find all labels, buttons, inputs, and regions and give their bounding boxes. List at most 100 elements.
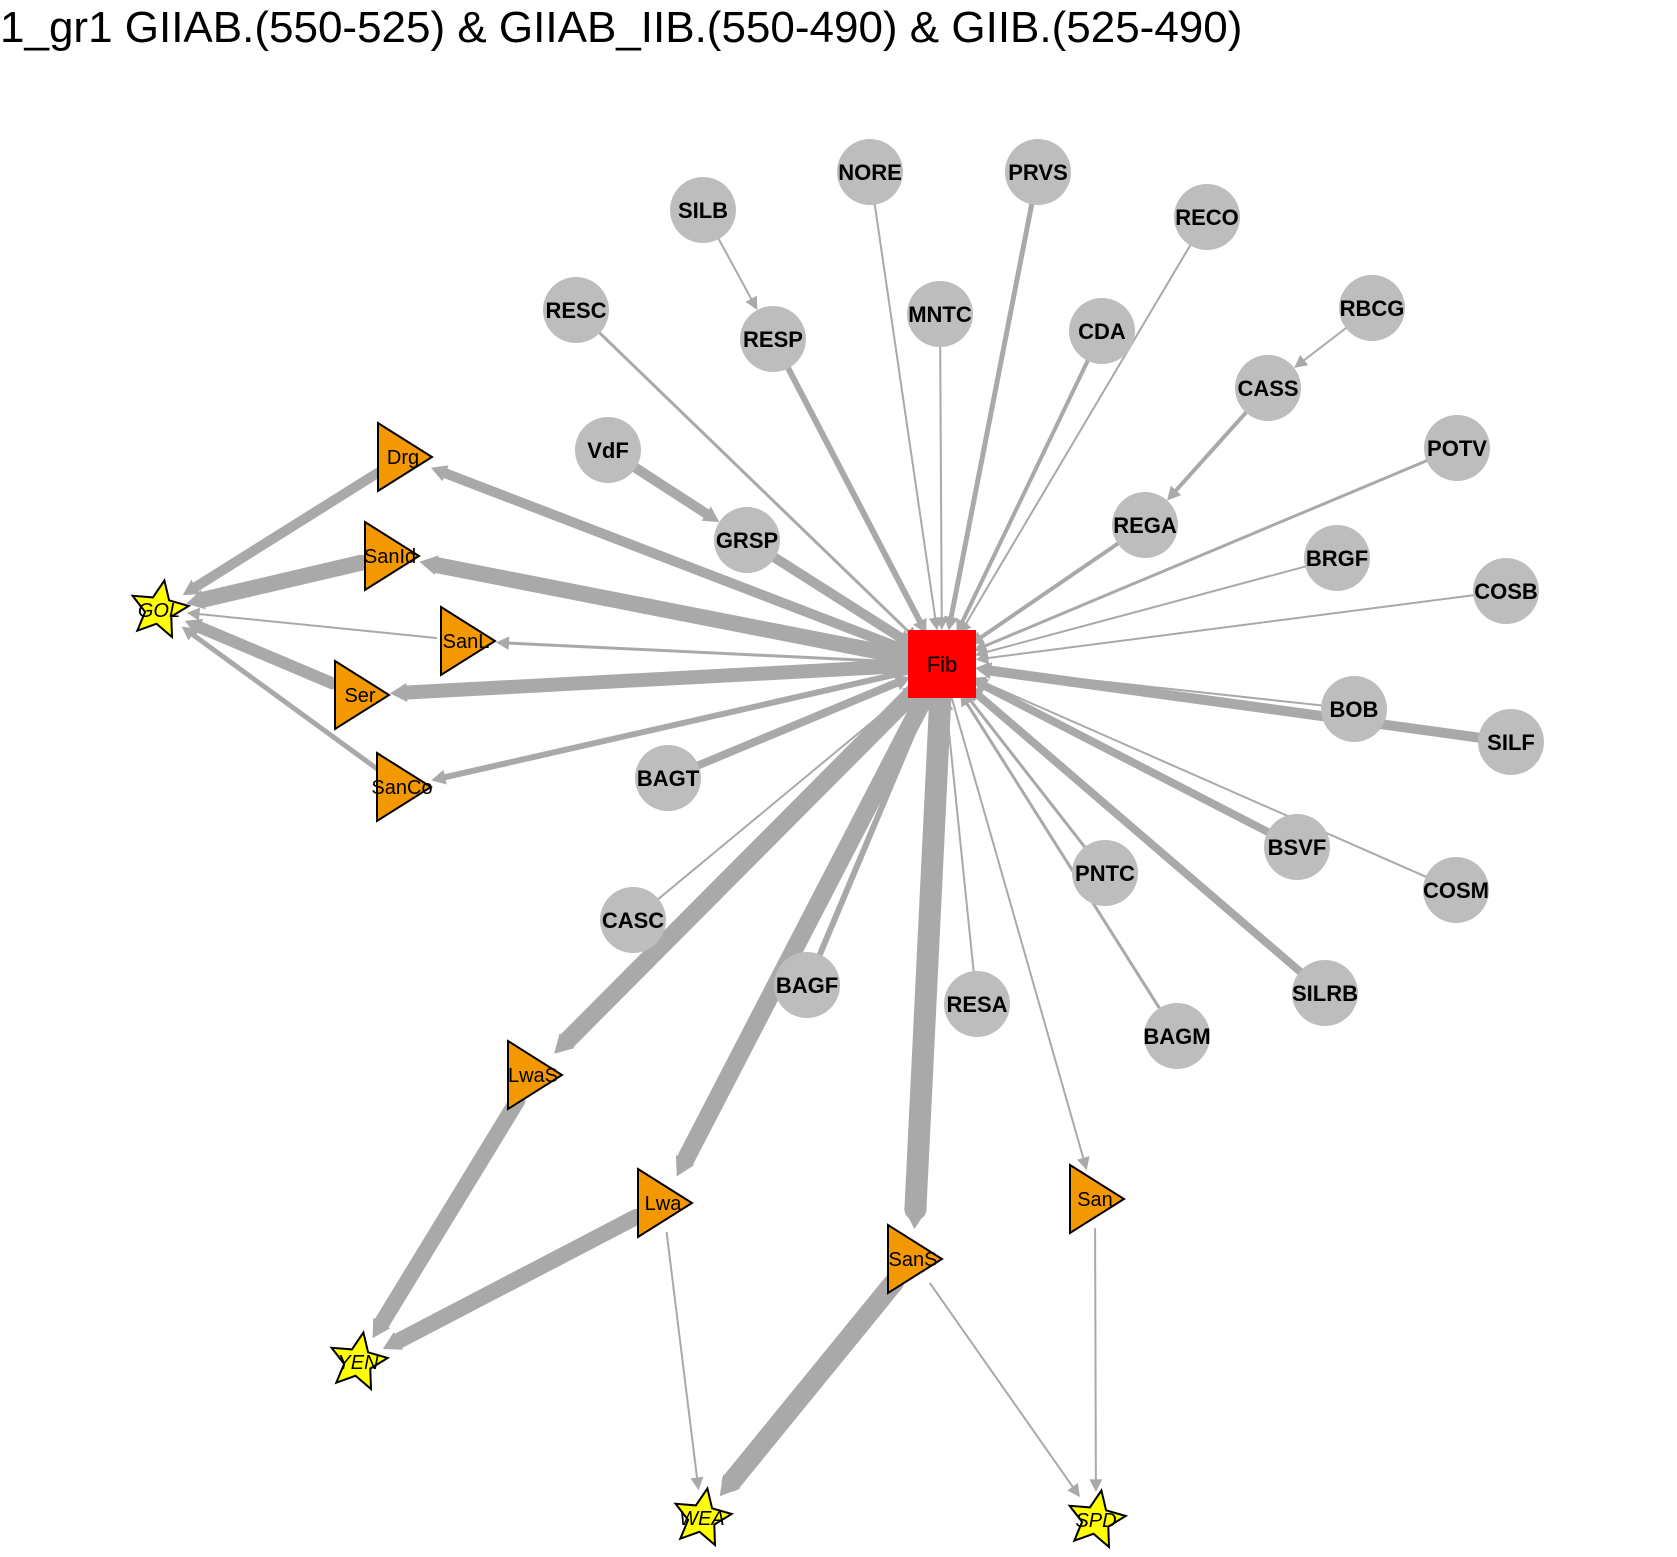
node-label: PRVS bbox=[1008, 160, 1068, 185]
circle-node-shape bbox=[1473, 558, 1539, 624]
circle-node-shape bbox=[1144, 1003, 1210, 1069]
node-ser[interactable]: Ser bbox=[334, 659, 391, 731]
node-label: SILB bbox=[678, 198, 728, 223]
edge-arrowhead bbox=[903, 1208, 927, 1230]
node-sanid[interactable]: SanId bbox=[364, 520, 421, 592]
edge-line bbox=[950, 695, 1085, 1159]
node-bagm[interactable]: BAGM bbox=[1143, 1003, 1211, 1069]
node-gol[interactable]: GOL bbox=[130, 578, 192, 640]
edge-line bbox=[945, 709, 975, 973]
node-wea[interactable]: WEA bbox=[673, 1486, 735, 1548]
node-cosb[interactable]: COSB bbox=[1473, 558, 1539, 624]
circle-node-shape bbox=[635, 745, 701, 811]
node-label: CASC bbox=[602, 908, 664, 933]
edge-arrowhead bbox=[186, 589, 206, 610]
node-reco[interactable]: RECO bbox=[1174, 184, 1240, 250]
edge-line bbox=[987, 594, 1475, 660]
node-prvs[interactable]: PRVS bbox=[1005, 139, 1071, 205]
node-label: SILRB bbox=[1292, 981, 1358, 1006]
edge-nore-to-fib bbox=[873, 203, 942, 631]
node-potv[interactable]: POTV bbox=[1424, 415, 1490, 481]
node-lwas[interactable]: LwaS bbox=[507, 1039, 564, 1111]
node-vdf[interactable]: VdF bbox=[575, 417, 641, 483]
node-label: LwaS bbox=[508, 1065, 558, 1087]
edge-arrowhead bbox=[719, 1474, 741, 1497]
triangle-node-shape bbox=[1069, 1163, 1126, 1235]
star-node-shape bbox=[329, 1330, 391, 1392]
node-drg[interactable]: Drg bbox=[377, 421, 434, 493]
circle-node-shape bbox=[1005, 139, 1071, 205]
node-label: WEA bbox=[679, 1508, 725, 1530]
node-silf[interactable]: SILF bbox=[1478, 709, 1544, 775]
node-label: COSM bbox=[1423, 878, 1489, 903]
node-grsp[interactable]: GRSP bbox=[714, 507, 780, 573]
node-san[interactable]: San bbox=[1069, 1163, 1126, 1235]
node-label: BOB bbox=[1330, 697, 1379, 722]
node-sanco[interactable]: SanCo bbox=[371, 751, 433, 823]
edge-arrowhead bbox=[1067, 1482, 1080, 1498]
edge-line bbox=[969, 699, 1087, 849]
node-bob[interactable]: BOB bbox=[1321, 676, 1387, 742]
edge-cosb-to-fib bbox=[975, 594, 1475, 665]
edge-vdf-to-grsp bbox=[630, 462, 720, 523]
node-cosm[interactable]: COSM bbox=[1423, 857, 1489, 923]
node-label: SanId bbox=[364, 546, 416, 568]
node-mntc[interactable]: MNTC bbox=[907, 281, 973, 347]
node-label: BAGT bbox=[637, 766, 700, 791]
node-yen[interactable]: YEN bbox=[329, 1330, 391, 1392]
edge-bagt-to-fib bbox=[694, 675, 911, 770]
edge-line bbox=[1303, 327, 1347, 362]
node-casc[interactable]: CASC bbox=[600, 887, 666, 953]
edge-line bbox=[983, 681, 1427, 878]
node-bagf[interactable]: BAGF bbox=[774, 952, 840, 1018]
edge-line bbox=[721, 1272, 905, 1492]
edge-arrowhead bbox=[389, 683, 408, 702]
edge-sans-to-wea bbox=[719, 1272, 905, 1497]
edge-fib-to-lwa bbox=[675, 685, 936, 1177]
node-resc[interactable]: RESC bbox=[543, 277, 609, 343]
node-label: BAGM bbox=[1143, 1024, 1210, 1049]
node-fib[interactable]: Fib bbox=[908, 630, 976, 698]
triangle-node-shape bbox=[887, 1223, 944, 1295]
node-label: RESP bbox=[743, 327, 803, 352]
node-label: PNTC bbox=[1075, 861, 1135, 886]
node-label: REGA bbox=[1113, 513, 1177, 538]
edge-arrowhead bbox=[1077, 1156, 1090, 1171]
edge-arrowhead bbox=[181, 626, 198, 641]
star-node-shape bbox=[1067, 1488, 1129, 1550]
edge-fib-to-san bbox=[950, 695, 1090, 1171]
node-label: Fib bbox=[927, 652, 958, 677]
node-silrb[interactable]: SILRB bbox=[1292, 960, 1358, 1026]
node-label: SanCo bbox=[371, 777, 432, 799]
node-resp[interactable]: RESP bbox=[740, 306, 806, 372]
circle-node-shape bbox=[944, 971, 1010, 1037]
node-bsvf[interactable]: BSVF bbox=[1264, 814, 1330, 880]
edge-sans-to-spd bbox=[929, 1282, 1080, 1498]
node-silb[interactable]: SILB bbox=[670, 177, 736, 243]
node-lwa[interactable]: Lwa bbox=[637, 1167, 694, 1239]
edge-line bbox=[694, 678, 901, 770]
node-sanl[interactable]: SanL bbox=[440, 605, 497, 677]
node-rbcg[interactable]: RBCG bbox=[1339, 275, 1405, 341]
edge-line bbox=[198, 613, 438, 639]
edge-lwas-to-yen bbox=[372, 1092, 526, 1339]
node-pntc[interactable]: PNTC bbox=[1072, 840, 1138, 906]
node-spd[interactable]: SPD bbox=[1067, 1488, 1129, 1550]
node-sans[interactable]: SanS bbox=[887, 1223, 944, 1295]
edge-layer bbox=[181, 201, 1484, 1498]
edge-resp-to-fib bbox=[785, 365, 927, 634]
circle-node-shape bbox=[837, 139, 903, 205]
edge-line bbox=[948, 201, 1035, 620]
edge-arrowhead bbox=[1167, 485, 1182, 501]
node-brgf[interactable]: BRGF bbox=[1304, 525, 1370, 591]
node-rega[interactable]: REGA bbox=[1112, 492, 1178, 558]
node-cass[interactable]: CASS bbox=[1235, 355, 1301, 421]
node-nore[interactable]: NORE bbox=[837, 139, 903, 205]
node-label: RBCG bbox=[1340, 296, 1405, 321]
node-label: GOL bbox=[138, 600, 180, 622]
edge-cda-to-fib bbox=[956, 358, 1090, 634]
triangle-node-shape bbox=[507, 1039, 564, 1111]
node-resa[interactable]: RESA bbox=[944, 971, 1010, 1037]
node-cda[interactable]: CDA bbox=[1069, 298, 1135, 364]
node-bagt[interactable]: BAGT bbox=[635, 745, 701, 811]
